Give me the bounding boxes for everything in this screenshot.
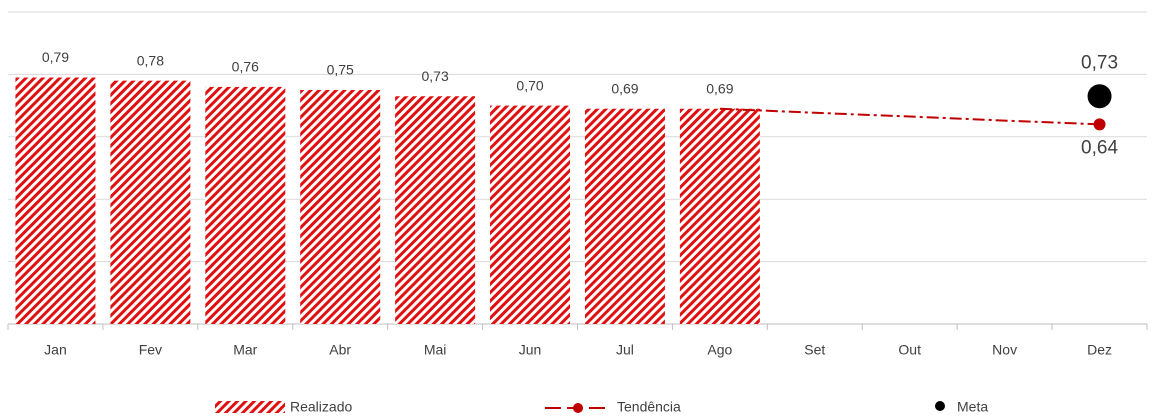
bar [110, 80, 191, 324]
meta-label: 0,73 [1081, 52, 1118, 73]
bar-label: 0,69 [611, 80, 638, 96]
x-tick-label: Ago [707, 342, 732, 358]
trend-line [719, 107, 1100, 126]
legend-label: Tendência [617, 399, 681, 415]
bar [205, 86, 286, 324]
bar [679, 108, 760, 324]
x-tick-label: Nov [992, 342, 1017, 358]
legend-swatch [215, 401, 285, 413]
x-tick-label: Mar [233, 342, 257, 358]
bar-label: 0,73 [422, 68, 449, 84]
bar [490, 105, 571, 324]
bar-label: 0,69 [706, 80, 733, 96]
x-tick-label: Fev [139, 342, 162, 358]
trend-label: 0,64 [1081, 137, 1118, 158]
legend-marker [935, 401, 945, 411]
bar [300, 90, 381, 324]
bar-label: 0,79 [42, 49, 69, 65]
bar [395, 96, 476, 325]
bar [15, 77, 96, 325]
legend-label: Meta [957, 399, 988, 415]
bar [584, 108, 665, 324]
bar-label: 0,78 [137, 52, 164, 68]
bar-label: 0,76 [232, 59, 259, 75]
x-tick-label: Jan [44, 342, 67, 358]
trend-marker [1093, 118, 1106, 131]
bar-label: 0,70 [516, 77, 543, 93]
meta-point [1087, 84, 1112, 109]
x-tick-label: Jun [519, 342, 542, 358]
x-tick-label: Set [804, 342, 825, 358]
x-tick-label: Dez [1087, 342, 1112, 358]
x-tick-label: Out [898, 342, 921, 358]
legend-label: Realizado [290, 399, 352, 415]
x-tick-label: Abr [329, 342, 351, 358]
bar-label: 0,75 [327, 62, 354, 78]
legend-marker [573, 403, 583, 413]
x-tick-label: Jul [616, 342, 634, 358]
x-tick-label: Mai [424, 342, 447, 358]
